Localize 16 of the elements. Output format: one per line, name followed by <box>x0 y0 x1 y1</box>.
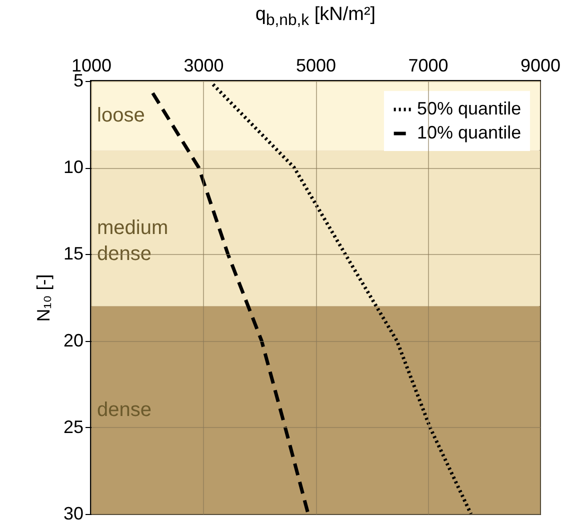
y-axis-title: N₁₀ [-] <box>33 274 54 322</box>
legend-label: 10% quantile <box>417 122 522 142</box>
x-tick-label: 3000 <box>184 56 224 76</box>
y-tick-label: 15 <box>63 244 84 264</box>
x-tick-label: 5000 <box>296 56 336 76</box>
x-tick-label: 7000 <box>408 56 448 76</box>
x-tick-label: 9000 <box>520 56 561 76</box>
y-tick-label: 30 <box>63 504 84 524</box>
band-label: loose <box>97 104 145 127</box>
legend-label: 50% quantile <box>417 98 522 118</box>
x-axis-title: q$_{b,nb,k}$ [kN/m²] <box>254 4 377 30</box>
y-tick-label: 10 <box>63 157 84 178</box>
y-tick-label: 25 <box>63 416 84 437</box>
band-label: medium dense <box>97 217 168 266</box>
y-tick-label: 20 <box>63 330 84 350</box>
band-label: dense <box>97 399 152 422</box>
